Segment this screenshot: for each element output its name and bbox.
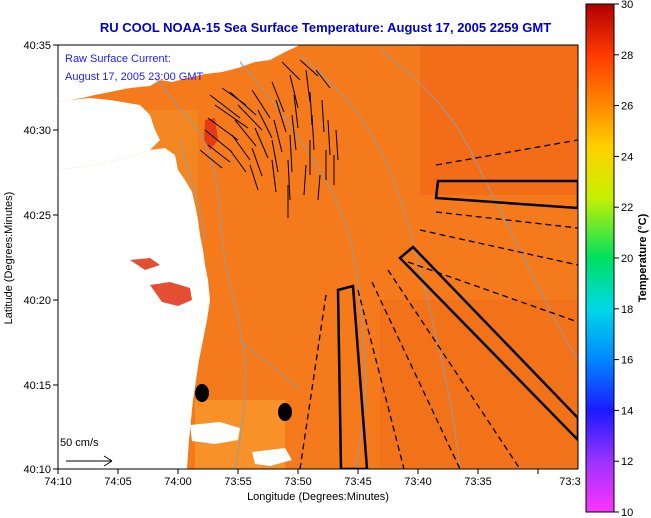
y-tick: 40:20 [23,295,51,307]
x-tick: 74:05 [104,476,132,488]
station-marker [195,384,209,402]
scale-arrow [66,455,113,467]
map-frame [57,44,579,470]
x-axis-label: Longitude (Degrees:Minutes) [247,491,389,503]
y-tick: 40:15 [23,380,51,392]
annotation-line1: Raw Surface Current: [65,53,171,65]
y-tick: 40:25 [23,210,51,222]
current-vectors [199,59,339,218]
y-tick: 40:30 [23,125,51,137]
colorbar-tick: 14 [621,405,633,417]
annotation-line2: August 17, 2005 23:00 GMT [65,71,203,83]
colorbar-tick: 12 [621,456,633,468]
scale-label: 50 cm/s [60,437,99,449]
y-tick: 40:10 [23,464,51,476]
survey-boxes [336,179,578,469]
colorbar-tick: 22 [621,202,633,214]
x-tick: 73:40 [404,476,432,488]
colorbar-label: Temperature (°C) [637,213,649,302]
x-tick: 73:45 [344,476,372,488]
map-title: RU COOL NOAA-15 Sea Surface Temperature:… [99,20,552,35]
y-axis-label: Latitude (Degrees:Minutes) [3,192,15,325]
station-marker [278,403,292,421]
bathymetry-contours [154,49,578,469]
x-tick: 73:3 [559,476,580,488]
x-tick: 73:55 [224,476,252,488]
land [58,45,300,469]
colorbar-tick: 28 [621,50,633,62]
x-tick: 73:50 [284,476,312,488]
colorbar-tick: 26 [621,101,633,113]
x-tick: 74:00 [164,476,192,488]
colorbar-tick: 18 [621,304,633,316]
colorbar-tick: 16 [621,355,633,367]
colorbar-tick: 30 [621,0,633,11]
colorbar-tick: 20 [621,253,633,265]
y-tick: 40:35 [23,40,51,52]
x-tick: 74:10 [44,476,72,488]
survey-lines [299,139,578,469]
x-tick: 73:35 [464,476,492,488]
colorbar-tick: 24 [621,151,633,163]
colorbar-tick: 10 [621,507,633,518]
colorbar [585,3,615,513]
